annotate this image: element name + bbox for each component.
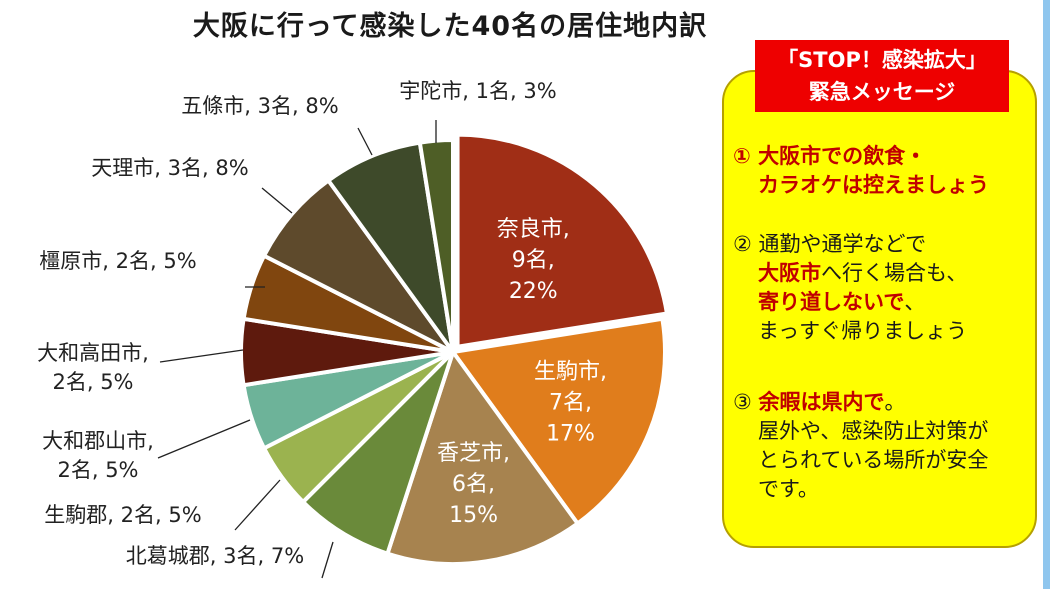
slice-outside-label: 天理市, 3名, 8% (91, 156, 248, 180)
leader-line (261, 187, 293, 214)
item2-line3: 寄り道しないで、 (733, 288, 967, 317)
slice-data-label: 9名, (512, 248, 555, 273)
slice-data-label: 香芝市, (437, 441, 510, 466)
message-item-2: ② 通勤や通学などで 大阪市へ行く場合も、 寄り道しないで、 まっすぐ帰りましょ… (733, 230, 967, 346)
slice-outside-label: 橿原市, 2名, 5% (39, 249, 196, 273)
item2-red2: 寄り道しないで (758, 290, 905, 314)
item3-line1: ③ 余暇は県内で。 (733, 388, 988, 417)
item2-line3-rest: 、 (904, 290, 926, 314)
leader-line (157, 419, 251, 459)
leader-line (159, 349, 244, 363)
item3-line4: です。 (758, 477, 819, 501)
item1-line1: ① 大阪市での飲食・ (733, 144, 927, 168)
item3-line1-rest: 。 (884, 390, 906, 414)
message-box (722, 70, 1037, 548)
item3-line2: 屋外や、感染防止対策が (758, 419, 989, 443)
item2-red1: 大阪市 (758, 261, 821, 285)
slice-outside-label: 2名, 5% (52, 370, 133, 394)
item3-num: ③ (733, 390, 759, 414)
item2-line1: ② 通勤や通学などで (733, 232, 927, 256)
slice-outside-label: 2名, 5% (57, 458, 138, 482)
leader-line (357, 127, 373, 156)
slice-outside-label: 大和郡山市, (42, 429, 154, 453)
slice-data-label: 22% (509, 279, 558, 304)
slice-outside-label: 北葛城郡, 3名, 7% (126, 544, 304, 568)
item2-line2: 大阪市へ行く場合も、 (733, 259, 967, 288)
right-edge-bar (1043, 0, 1050, 589)
slice-data-label: 7名, (549, 391, 592, 416)
slice-data-label: 生駒市, (534, 360, 607, 385)
slice-outside-label: 五條市, 3名, 8% (181, 94, 338, 118)
leader-line (321, 541, 334, 579)
message-item-1: ① 大阪市での飲食・ カラオケは控えましょう (733, 142, 989, 200)
slice-outside-label: 生駒郡, 2名, 5% (44, 503, 201, 527)
pie-slice (449, 316, 667, 527)
item3-line3: とられている場所が安全 (758, 448, 989, 472)
slice-outside-label: 宇陀市, 1名, 3% (399, 79, 556, 103)
item3-red: 余暇は県内で (758, 390, 885, 414)
message-header: 「STOP！感染拡大」 緊急メッセージ (755, 40, 1009, 112)
slice-outside-label: 大和高田市, (37, 341, 149, 365)
chart-title: 大阪に行って感染した40名の居住地内訳 (192, 11, 708, 42)
slice-data-label: 17% (546, 422, 595, 447)
leader-line (234, 479, 281, 531)
item1-line2: カラオケは控えましょう (758, 173, 989, 197)
slice-data-label: 15% (449, 503, 498, 528)
slice-data-label: 6名, (452, 472, 495, 497)
pie-slice (455, 132, 670, 350)
message-header-line1: 「STOP！感染拡大」 (777, 48, 987, 72)
message-item-3: ③ 余暇は県内で。 屋外や、感染防止対策が とられている場所が安全 です。 (733, 388, 988, 504)
slice-data-label: 奈良市, (497, 217, 570, 242)
item2-line4: まっすぐ帰りましょう (758, 319, 968, 343)
pie-slice (384, 347, 581, 566)
message-header-line2: 緊急メッセージ (808, 80, 956, 104)
item2-line2-rest: へ行く場合も、 (821, 261, 968, 285)
